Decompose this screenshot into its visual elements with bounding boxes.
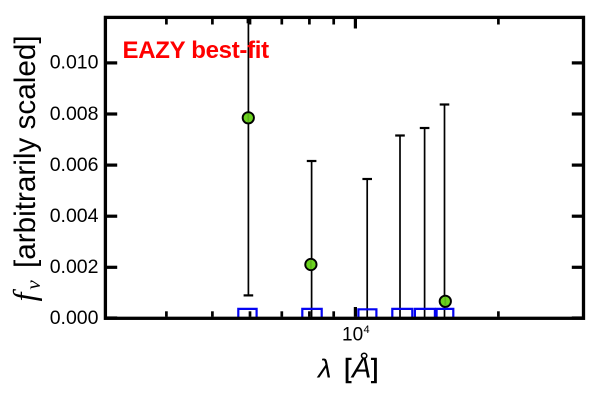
svg-text:0.000: 0.000 bbox=[50, 307, 99, 329]
svg-text:0.002: 0.002 bbox=[50, 256, 99, 278]
svg-text:4: 4 bbox=[364, 324, 370, 336]
svg-text:EAZY best-fit: EAZY best-fit bbox=[123, 37, 270, 64]
svg-text:Å: Å bbox=[350, 352, 371, 385]
svg-text:0.010: 0.010 bbox=[50, 52, 99, 74]
svg-text:λ: λ bbox=[316, 354, 332, 384]
svg-text:]: ] bbox=[371, 354, 379, 384]
svg-text:0.008: 0.008 bbox=[50, 103, 99, 125]
svg-text:10: 10 bbox=[342, 324, 363, 345]
svg-text:0.006: 0.006 bbox=[50, 154, 99, 176]
svg-text:0.004: 0.004 bbox=[50, 205, 99, 227]
svg-text:[: [ bbox=[344, 354, 352, 384]
svg-text:fν [arbitrarily scaled]: fν [arbitrarily scaled] bbox=[6, 35, 45, 301]
